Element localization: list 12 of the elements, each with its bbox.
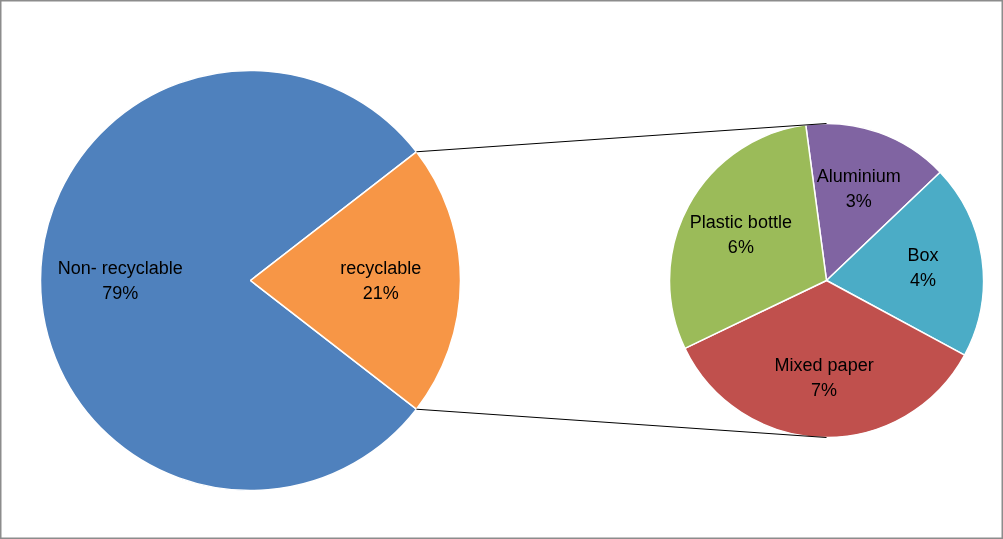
slice-label: Mixed paper [774,355,874,376]
slice-label: Plastic bottle [689,211,792,232]
slice-label: Non- recyclable [57,258,183,278]
data-label: 6% [727,236,754,257]
slice-label: Box [907,245,939,266]
data-label: 79% [102,283,139,303]
slice-label: recyclable [340,258,422,278]
slice-label: Aluminium [816,166,901,187]
data-label: 21% [362,283,399,303]
data-label: 4% [909,270,936,291]
data-label: 3% [845,191,872,212]
data-label: 7% [811,380,838,401]
